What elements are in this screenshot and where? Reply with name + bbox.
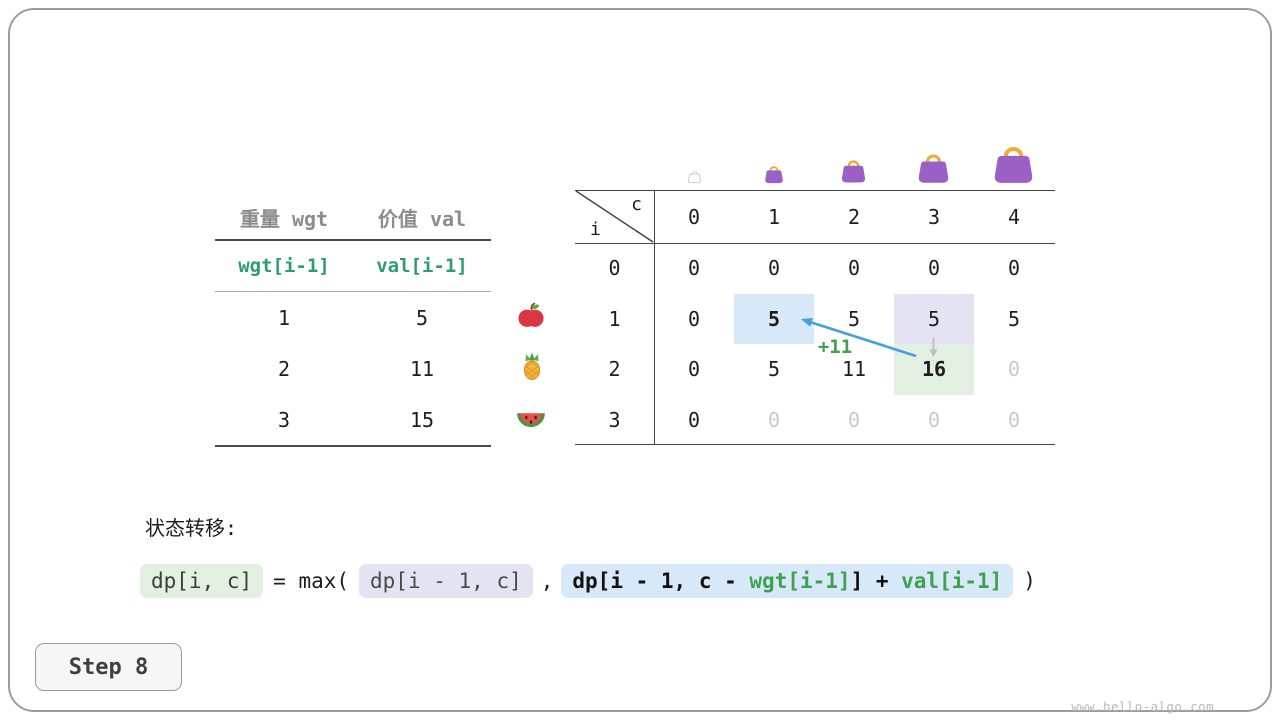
- dp-row-header-1: 1: [608, 306, 621, 331]
- item-row-apple: 1 5: [215, 292, 491, 343]
- items-col-header-value: 价值 val: [377, 206, 467, 231]
- formula-max-operator: = max(: [273, 569, 350, 593]
- items-table: 重量 wgt 价值 val wgt[i-1] val[i-1] 1 5 2 11…: [215, 195, 491, 447]
- dp-col-header-0: 0: [687, 204, 701, 229]
- dp-column-headers: 0 1 2 3 4: [654, 190, 1054, 243]
- item-variable-label: i: [590, 219, 601, 240]
- bag-icon-c0: [687, 169, 702, 188]
- dp-table-header-rule: [575, 243, 1055, 244]
- transition-heading: 状态转移:: [145, 516, 238, 540]
- add-value-label: +11: [817, 336, 853, 358]
- dp-row-header-0: 0: [608, 256, 621, 281]
- formula-take-part2: ] +: [850, 569, 902, 593]
- dp-cell-0-0: 0: [687, 256, 701, 281]
- dp-cell-1-0: 0: [687, 306, 701, 331]
- dp-cell-1-3-above-highlight: 5: [894, 293, 974, 344]
- dp-corner-cell: c i: [575, 190, 654, 243]
- item-row-watermelon: 3 15: [215, 394, 491, 445]
- dp-cell-0-1: 0: [767, 256, 781, 281]
- dp-cell-2-2: 11: [841, 357, 867, 382]
- dp-col-header-2: 2: [847, 204, 861, 229]
- dp-cell-2-4: 0: [1007, 357, 1021, 382]
- formula-wgt-term: wgt[i-1]: [749, 569, 851, 593]
- dp-cell-0-2: 0: [847, 256, 861, 281]
- item-weight: 3: [277, 407, 291, 432]
- dp-cells-grid: 0 0 0 0 0 0 5 5 5 5 0 5 11 16 0 0 0 0 0 …: [654, 243, 1054, 445]
- transition-formula: dp[i, c] = max( dp[i - 1, c] , dp[i - 1,…: [140, 564, 1036, 598]
- items-col-header-weight: 重量 wgt: [239, 206, 329, 231]
- watermelon-icon: [516, 402, 546, 432]
- item-row-pineapple: 2 11: [215, 343, 491, 394]
- step-badge: Step 8: [35, 643, 182, 691]
- formula-take-option-chip: dp[i - 1, c - wgt[i-1]] + val[i-1]: [561, 564, 1014, 598]
- dp-cell-1-1-source-highlight: 5: [734, 293, 814, 344]
- dp-cell-3-1: 0: [767, 407, 781, 432]
- dp-cell-0-4: 0: [1007, 256, 1021, 281]
- formula-comma: ,: [540, 569, 554, 593]
- items-table-header: 重量 wgt 价值 val: [215, 195, 491, 241]
- apple-icon: [516, 300, 546, 330]
- formula-current-cell-chip: dp[i, c]: [140, 564, 264, 598]
- dp-table: c i 0 1 2 3 4 0 1 2 3 0 0 0 0 0 0 5 5 5 …: [575, 190, 1055, 445]
- dp-row-header-2: 2: [608, 357, 621, 382]
- bag-icon-c4: [990, 140, 1037, 191]
- dp-row-header-3: 3: [608, 407, 621, 432]
- dp-cell-3-2: 0: [847, 407, 861, 432]
- dp-cell-2-1: 5: [767, 357, 781, 382]
- dp-cell-3-3: 0: [927, 407, 941, 432]
- wgt-formula-label: wgt[i-1]: [238, 255, 330, 277]
- dp-table-bottom-rule: [575, 443, 1055, 445]
- item-value: 15: [409, 407, 435, 432]
- capacity-variable-label: c: [631, 194, 642, 215]
- dp-col-header-4: 4: [1007, 204, 1021, 229]
- dp-cell-2-0: 0: [687, 357, 701, 382]
- dp-col-header-3: 3: [927, 204, 941, 229]
- item-weight: 2: [277, 356, 291, 381]
- dp-cell-3-4: 0: [1007, 407, 1021, 432]
- dp-cell-1-4: 5: [1007, 306, 1021, 331]
- item-value: 5: [415, 305, 429, 330]
- dp-cell-0-3: 0: [927, 256, 941, 281]
- bag-icon-c1: [763, 163, 785, 189]
- formula-close-paren: ): [1023, 569, 1036, 593]
- bag-icon-c2: [839, 156, 868, 189]
- dp-col-header-1: 1: [767, 204, 781, 229]
- pineapple-icon: [517, 351, 547, 381]
- dp-table-top-rule: [575, 190, 1055, 191]
- dp-row-headers: 0 1 2 3: [575, 243, 654, 445]
- formula-val-term: val[i-1]: [901, 569, 1003, 593]
- item-value: 11: [409, 356, 435, 381]
- dp-cell-2-3-current-highlight: 16: [894, 344, 974, 395]
- dp-cell-3-0: 0: [687, 407, 701, 432]
- formula-take-part1: dp[i - 1, c -: [572, 569, 750, 593]
- val-formula-label: val[i-1]: [376, 255, 468, 277]
- items-formula-row: wgt[i-1] val[i-1]: [215, 241, 491, 292]
- watermark: www.hello-algo.com: [1071, 699, 1214, 714]
- formula-skip-option-chip: dp[i - 1, c]: [359, 564, 533, 598]
- item-weight: 1: [277, 305, 291, 330]
- dp-table-vertical-rule: [654, 190, 655, 445]
- bag-icon-c3: [915, 149, 952, 190]
